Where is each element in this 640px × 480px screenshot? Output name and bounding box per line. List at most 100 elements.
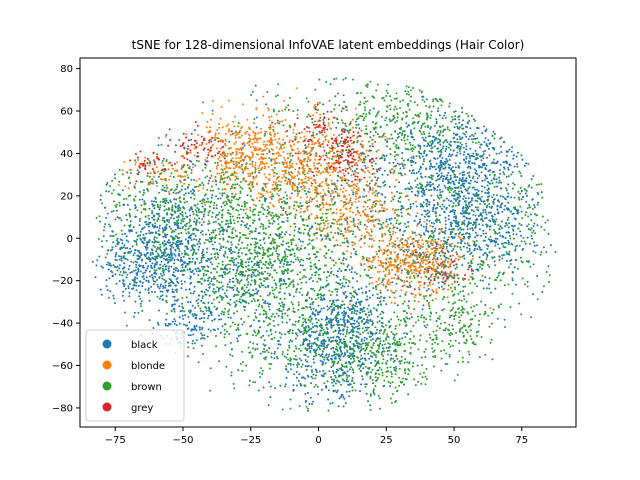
point-blonde	[395, 256, 398, 259]
point-brown	[363, 117, 366, 120]
point-black	[323, 356, 326, 359]
point-brown	[112, 235, 115, 237]
point-brown	[448, 191, 451, 194]
point-black	[275, 296, 278, 299]
point-blonde	[247, 172, 250, 175]
point-black	[144, 271, 146, 274]
point-black	[214, 216, 217, 219]
point-blonde	[402, 263, 405, 266]
point-brown	[462, 311, 465, 314]
point-black	[135, 231, 138, 234]
point-brown	[446, 241, 449, 244]
point-brown	[249, 351, 252, 354]
point-brown	[431, 299, 434, 302]
point-brown	[518, 170, 521, 173]
point-black	[255, 126, 258, 129]
point-blonde	[431, 247, 434, 250]
point-black	[183, 269, 186, 272]
point-black	[151, 223, 154, 226]
point-brown	[98, 215, 101, 218]
point-brown	[144, 208, 147, 211]
point-black	[300, 365, 303, 368]
point-blonde	[414, 265, 417, 268]
point-black	[198, 326, 201, 329]
point-brown	[362, 119, 365, 122]
point-black	[393, 195, 396, 198]
point-blonde	[306, 209, 309, 212]
point-blonde	[223, 177, 226, 180]
point-black	[217, 256, 219, 259]
point-brown	[383, 330, 386, 333]
point-grey	[186, 158, 189, 161]
point-black	[343, 353, 346, 356]
point-black	[487, 187, 490, 190]
point-brown	[293, 255, 296, 258]
point-brown	[254, 312, 256, 315]
point-brown	[507, 266, 510, 269]
point-brown	[403, 319, 406, 322]
point-black	[273, 110, 275, 113]
point-brown	[409, 330, 412, 333]
point-black	[172, 217, 175, 220]
point-brown	[239, 273, 242, 276]
point-brown	[364, 115, 367, 118]
point-brown	[342, 94, 345, 97]
point-black	[345, 374, 348, 377]
point-black	[249, 224, 252, 227]
point-black	[162, 271, 165, 274]
point-brown	[479, 203, 481, 205]
point-black	[253, 329, 256, 332]
point-black	[221, 276, 224, 279]
point-blonde	[243, 158, 246, 161]
point-black	[193, 238, 195, 241]
point-black	[295, 347, 298, 350]
point-blonde	[305, 207, 308, 210]
point-brown	[304, 318, 307, 321]
point-black	[224, 273, 227, 276]
point-black	[405, 226, 408, 229]
point-black	[189, 334, 192, 337]
point-brown	[435, 273, 437, 276]
point-brown	[518, 222, 521, 225]
point-blonde	[406, 240, 409, 243]
point-brown	[247, 346, 250, 349]
point-black	[326, 308, 329, 311]
point-black	[422, 304, 425, 307]
point-brown	[540, 183, 543, 185]
point-black	[173, 275, 176, 278]
point-black	[447, 214, 450, 217]
point-black	[291, 323, 294, 326]
point-black	[467, 237, 470, 240]
point-blonde	[234, 175, 237, 178]
point-blonde	[253, 147, 256, 150]
point-grey	[291, 140, 294, 143]
point-brown	[432, 355, 435, 358]
point-black	[436, 157, 439, 160]
point-blonde	[307, 156, 310, 158]
point-brown	[356, 140, 359, 142]
point-brown	[345, 278, 348, 281]
point-brown	[459, 319, 462, 322]
point-blonde	[228, 128, 231, 131]
point-blonde	[400, 265, 402, 268]
point-brown	[359, 223, 362, 226]
point-black	[129, 220, 132, 223]
point-brown	[432, 105, 435, 108]
point-blonde	[399, 259, 402, 262]
point-brown	[157, 241, 160, 244]
point-brown	[332, 330, 335, 333]
point-grey	[351, 180, 353, 183]
point-black	[105, 190, 108, 193]
point-black	[474, 132, 477, 135]
point-brown	[341, 365, 344, 368]
point-brown	[323, 131, 326, 134]
point-brown	[438, 315, 441, 318]
point-black	[318, 78, 321, 81]
point-black	[175, 267, 178, 270]
point-black	[444, 150, 447, 152]
point-brown	[292, 110, 295, 113]
point-brown	[330, 303, 333, 306]
point-brown	[457, 292, 460, 295]
point-brown	[460, 299, 463, 302]
point-black	[217, 328, 220, 330]
